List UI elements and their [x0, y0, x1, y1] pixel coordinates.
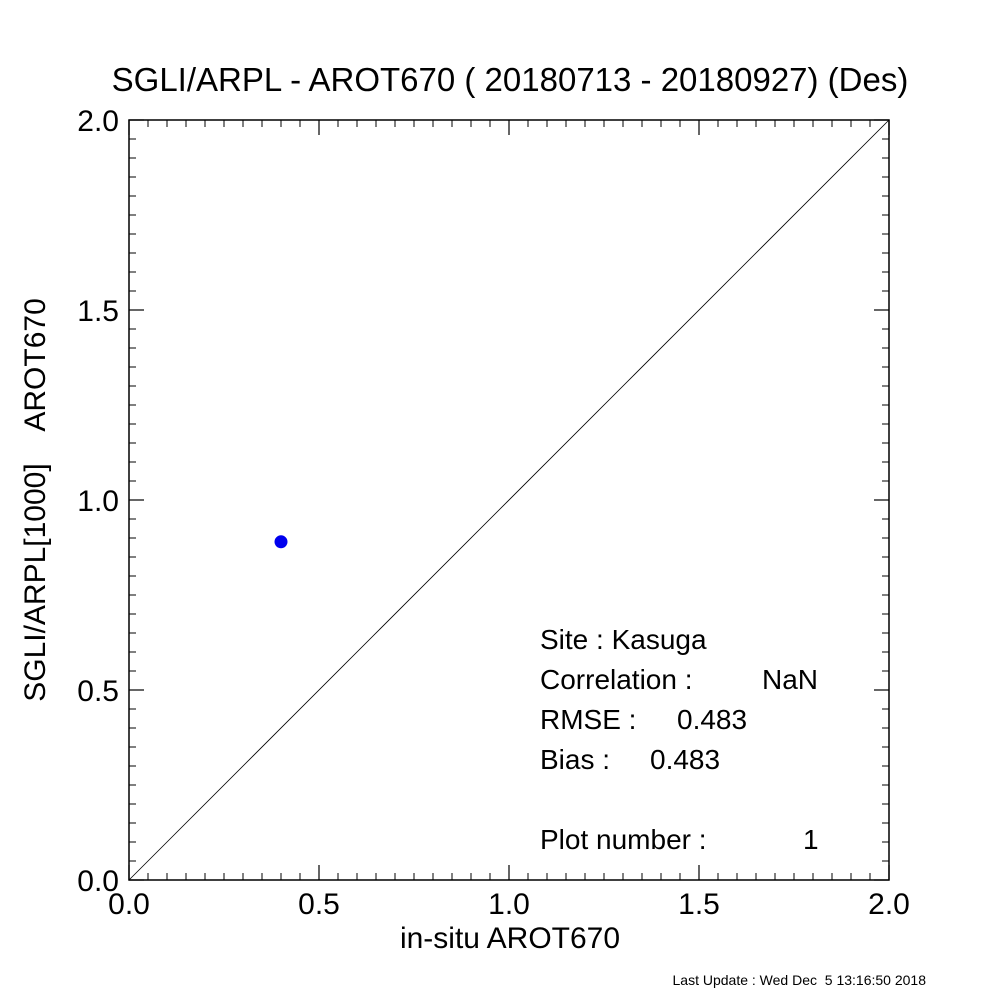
x-tick-label: 1.5 — [678, 888, 720, 921]
x-tick-label: 0.5 — [298, 888, 340, 921]
minor-ticks — [129, 120, 889, 880]
correlation-value: NaN — [762, 664, 818, 695]
x-tick-labels: 0.0 0.5 1.0 1.5 2.0 — [108, 888, 910, 921]
y-tick-labels: 0.0 0.5 1.0 1.5 2.0 — [77, 105, 119, 898]
y-tick-label: 1.5 — [77, 295, 119, 328]
data-point — [274, 535, 288, 549]
rmse-label: RMSE : — [540, 704, 636, 735]
correlation-label: Correlation : — [540, 664, 693, 695]
bias-label: Bias : — [540, 744, 610, 775]
rmse-value: 0.483 — [677, 704, 747, 735]
bias-value: 0.483 — [650, 744, 720, 775]
x-axis-label: in-situ AROT670 — [400, 922, 620, 955]
site-text: Site : Kasuga — [540, 624, 707, 655]
stats-panel: Site : Kasuga Correlation : NaN RMSE : 0… — [540, 624, 819, 855]
y-tick-label: 2.0 — [77, 105, 119, 138]
plot-number-label: Plot number : — [540, 824, 707, 855]
chart-title: SGLI/ARPL - AROT670 ( 20180713 - 2018092… — [112, 61, 909, 98]
x-tick-label: 1.0 — [488, 888, 530, 921]
y-tick-label: 1.0 — [77, 485, 119, 518]
x-tick-label: 2.0 — [868, 888, 910, 921]
y-tick-label: 0.5 — [77, 675, 119, 708]
last-update-footer: Last Update : Wed Dec 5 13:16:50 2018 — [673, 972, 927, 988]
plot-number-value: 1 — [803, 824, 819, 855]
x-tick-label: 0.0 — [108, 888, 150, 921]
data-points — [274, 535, 288, 549]
one-to-one-line — [128, 119, 890, 881]
plot-frame — [128, 119, 890, 881]
y-axis-label: SGLI/ARPL[1000] AROT670 — [19, 298, 52, 702]
y-tick-label: 0.0 — [77, 865, 119, 898]
